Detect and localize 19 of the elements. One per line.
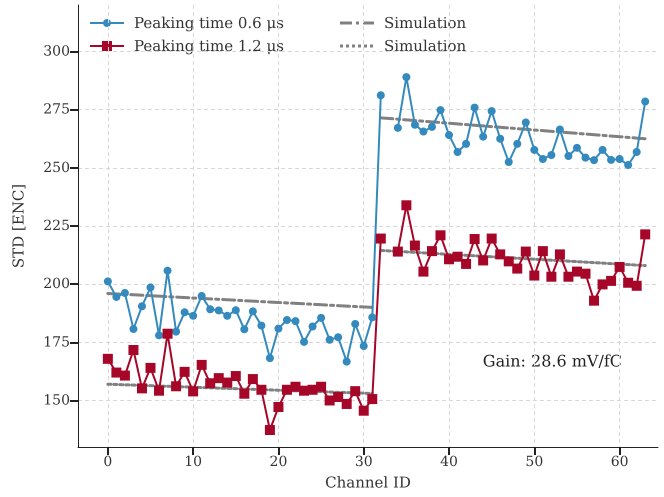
x-tick-label: 20 — [270, 454, 288, 470]
y-tick-label: 275 — [43, 102, 70, 118]
y-tick-label: 250 — [43, 160, 70, 176]
y-axis-title: STD [ENC] — [10, 184, 28, 268]
y-tick-label: 225 — [43, 218, 70, 234]
x-tick-label: 50 — [525, 454, 544, 470]
x-tick-label: 60 — [610, 454, 629, 470]
y-tick-label: 150 — [43, 392, 70, 408]
x-tick-label: 30 — [354, 454, 373, 470]
y-tick-label: 200 — [43, 276, 70, 292]
x-tick-label: 0 — [103, 454, 112, 470]
legend-label: Simulation — [384, 37, 467, 55]
x-tick-label: 40 — [440, 454, 458, 470]
y-tick-label: 175 — [43, 334, 70, 350]
legend-label: Simulation — [384, 14, 467, 32]
annotation: Gain: 28.6 mV/fC — [482, 352, 622, 370]
y-tick-label: 300 — [43, 44, 70, 60]
x-tick-label: 10 — [184, 454, 202, 470]
x-axis-title: Channel ID — [325, 474, 411, 492]
